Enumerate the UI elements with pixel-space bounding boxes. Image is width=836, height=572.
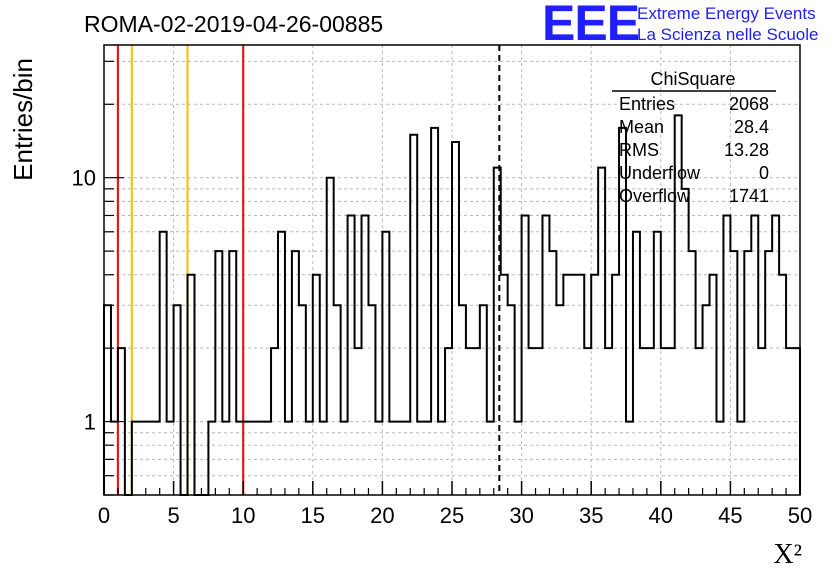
x-tick-label: 0 — [98, 503, 110, 528]
y-axis-label: Entries/bin — [8, 58, 38, 181]
x-tick-label: 5 — [167, 503, 179, 528]
x-tick-label: 45 — [718, 503, 742, 528]
axis-ticks — [103, 60, 801, 496]
stats-label-overflow: Overflow — [619, 186, 691, 206]
stats-value-entries: 2068 — [729, 94, 769, 114]
x-tick-label: 30 — [509, 503, 533, 528]
x-tick-label: 35 — [579, 503, 603, 528]
stats-label-mean: Mean — [619, 117, 664, 137]
y-tick-label: 1 — [84, 410, 96, 435]
x-tick-label: 40 — [649, 503, 673, 528]
tick-labels: 0 5 10 15 20 25 30 35 40 45 50 1 10 — [72, 166, 813, 528]
histogram-series — [103, 114, 801, 496]
stats-value-mean: 28.4 — [734, 117, 769, 137]
brand-line-1: Extreme Energy Events — [637, 4, 816, 23]
stats-label-entries: Entries — [619, 94, 675, 114]
x-tick-label: 10 — [231, 503, 255, 528]
x-tick-label: 50 — [788, 503, 812, 528]
stats-value-overflow: 1741 — [729, 186, 769, 206]
stats-label-underflow: Underflow — [619, 163, 701, 183]
stats-box: ChiSquare Entries 2068 Mean 28.4 RMS 13.… — [612, 69, 776, 206]
stats-value-underflow: 0 — [759, 163, 769, 183]
brand-logo: EEE — [542, 0, 639, 51]
brand-line-2: La Scienza nelle Scuole — [637, 25, 818, 44]
stats-title: ChiSquare — [650, 69, 735, 89]
chart-title: ROMA-02-2019-04-26-00885 — [84, 11, 383, 37]
x-tick-label: 20 — [370, 503, 394, 528]
x-tick-label: 25 — [440, 503, 464, 528]
stats-label-rms: RMS — [619, 140, 659, 160]
y-tick-label: 10 — [72, 166, 96, 191]
x-axis-label: X² — [773, 539, 802, 570]
eee-logo: EEE Extreme Energy Events La Scienza nel… — [542, 0, 818, 51]
stats-value-rms: 13.28 — [724, 140, 769, 160]
reference-lines — [116, 45, 501, 495]
x-tick-label: 15 — [301, 503, 325, 528]
